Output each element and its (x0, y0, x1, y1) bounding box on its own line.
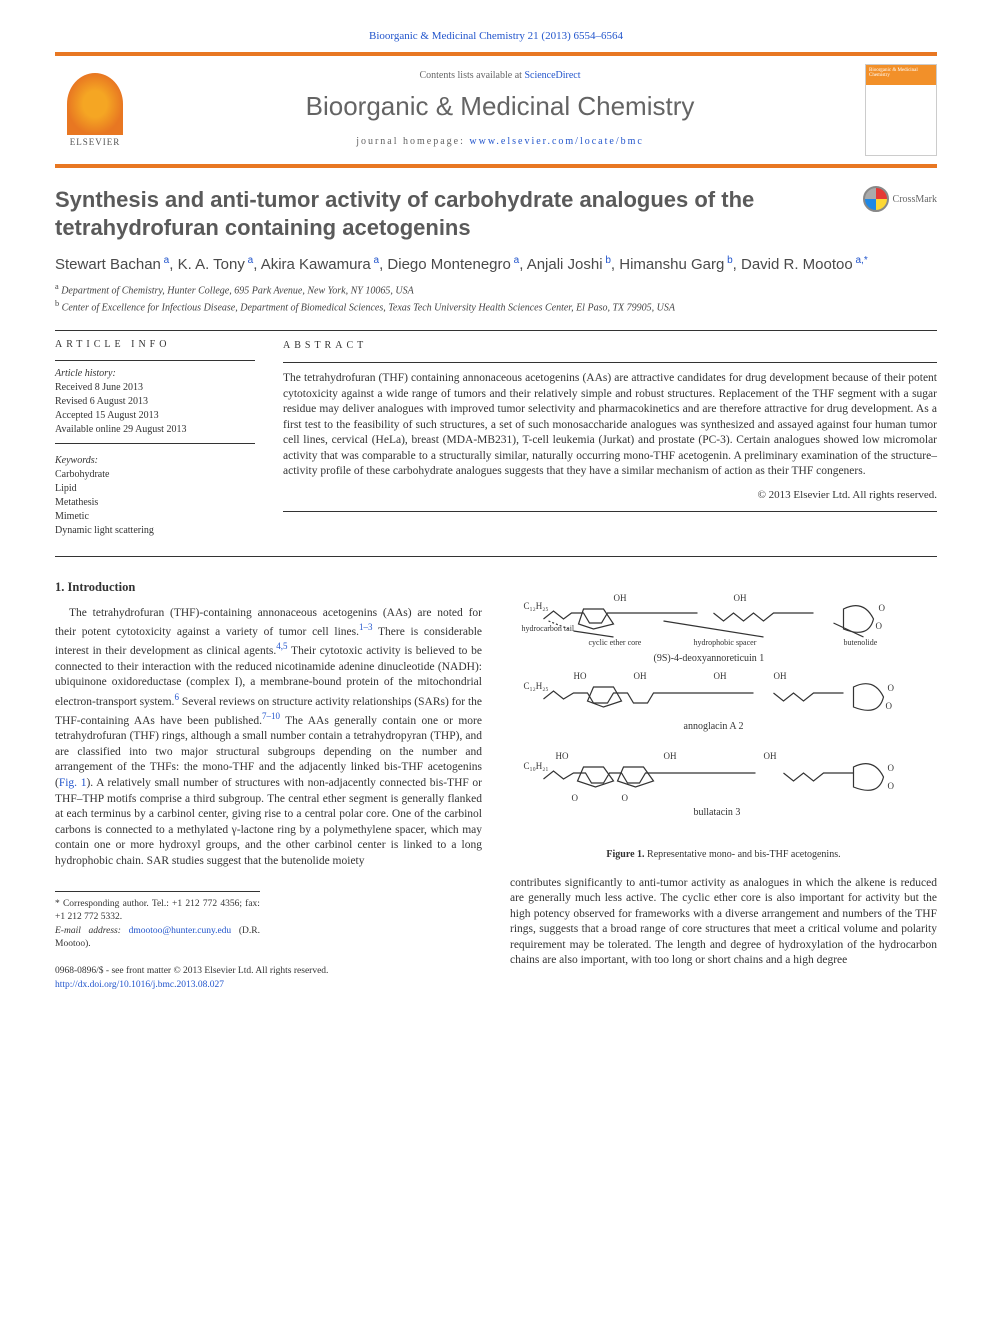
svg-text:OH: OH (774, 671, 787, 681)
contents-available: Contents lists available at ScienceDirec… (145, 70, 855, 81)
svg-text:(9S)-4-deoxyannoreticuin 1: (9S)-4-deoxyannoreticuin 1 (654, 653, 765, 664)
svg-text:OH: OH (614, 593, 627, 603)
crossmark-label: CrossMark (893, 194, 937, 205)
svg-text:O: O (622, 793, 629, 803)
history-revised: Revised 6 August 2013 (55, 395, 255, 409)
doi-block: 0968-0896/$ - see front matter © 2013 El… (55, 965, 482, 992)
keyword-4: Dynamic light scattering (55, 524, 255, 538)
article-info-label: ARTICLE INFO (55, 339, 255, 350)
keywords-block: Keywords: Carbohydrate Lipid Metathesis … (55, 454, 255, 538)
abstract-col: ABSTRACT The tetrahydrofuran (THF) conta… (283, 339, 937, 538)
journal-header: ELSEVIER Contents lists available at Sci… (55, 52, 937, 168)
keyword-1: Lipid (55, 482, 255, 496)
journal-cover-thumb: Bioorganic & Medicinal Chemistry (865, 64, 937, 156)
email-label: E-mail address: (55, 926, 121, 936)
contents-prefix: Contents lists available at (419, 70, 524, 81)
history-label: Article history: (55, 367, 255, 381)
authors: Stewart Bachan a, K. A. Tony a, Akira Ka… (55, 255, 937, 273)
journal-homepage: journal homepage: www.elsevier.com/locat… (145, 136, 855, 147)
body-col-left: 1. Introduction The tetrahydrofuran (THF… (55, 579, 482, 992)
elsevier-tree-icon (67, 73, 123, 135)
svg-text:O: O (886, 701, 893, 711)
history-accepted: Accepted 15 August 2013 (55, 409, 255, 423)
col2-continuation: contributes significantly to anti-tumor … (510, 876, 937, 969)
svg-text:O: O (888, 781, 895, 791)
svg-text:OH: OH (734, 593, 747, 603)
fig1-ref[interactable]: Fig. 1 (59, 777, 87, 789)
homepage-prefix: journal homepage: (356, 136, 469, 147)
doi-link[interactable]: http://dx.doi.org/10.1016/j.bmc.2013.08.… (55, 979, 482, 992)
homepage-link[interactable]: www.elsevier.com/locate/bmc (469, 136, 643, 147)
sciencedirect-link[interactable]: ScienceDirect (524, 70, 580, 81)
article-history: Article history: Received 8 June 2013 Re… (55, 360, 255, 444)
history-online: Available online 29 August 2013 (55, 423, 255, 437)
svg-text:O: O (876, 621, 883, 631)
elsevier-logo: ELSEVIER (55, 64, 135, 156)
journal-name: Bioorganic & Medicinal Chemistry (145, 91, 855, 122)
affiliations: a Department of Chemistry, Hunter Colleg… (55, 281, 937, 316)
top-citation: Bioorganic & Medicinal Chemistry 21 (201… (55, 30, 937, 42)
history-received: Received 8 June 2013 (55, 381, 255, 395)
svg-text:O: O (879, 603, 886, 613)
intro-seg-f: ). A relatively small number of structur… (55, 777, 482, 867)
intro-paragraph: The tetrahydrofuran (THF)-containing ann… (55, 606, 482, 870)
figure-1-caption: Figure 1. Representative mono- and bis-T… (510, 848, 937, 862)
keyword-0: Carbohydrate (55, 468, 255, 482)
abstract-label: ABSTRACT (283, 339, 937, 353)
svg-text:OH: OH (664, 751, 677, 761)
svg-text:OH: OH (714, 671, 727, 681)
footnotes: * Corresponding author. Tel.: +1 212 772… (55, 891, 260, 951)
figure-1-svg: C₁₂H₂₅ OH OH O O hydrocarbon tail cyclic… (510, 579, 937, 839)
svg-text:OH: OH (634, 671, 647, 681)
abstract-text: The tetrahydrofuran (THF) containing ann… (283, 371, 937, 480)
ref-4-5[interactable]: 4,5 (276, 641, 287, 651)
affiliation-b: Center of Excellence for Infectious Dise… (62, 303, 675, 314)
svg-text:cyclic ether core: cyclic ether core (589, 638, 642, 647)
svg-text:C₁₀H₂₁: C₁₀H₂₁ (524, 761, 549, 771)
crossmark-icon (863, 186, 889, 212)
email-link[interactable]: dmootoo@hunter.cuny.edu (129, 926, 232, 936)
corresponding-author: * Corresponding author. Tel.: +1 212 772… (55, 898, 260, 925)
svg-text:butenolide: butenolide (844, 638, 878, 647)
affiliation-a: Department of Chemistry, Hunter College,… (61, 285, 413, 296)
front-matter: 0968-0896/$ - see front matter © 2013 El… (55, 965, 482, 978)
keywords-label: Keywords: (55, 454, 255, 468)
elsevier-word: ELSEVIER (70, 137, 121, 147)
svg-text:C₁₂H₂₅: C₁₂H₂₅ (524, 681, 549, 691)
article-info-col: ARTICLE INFO Article history: Received 8… (55, 339, 255, 538)
svg-text:HO: HO (556, 751, 569, 761)
svg-text:O: O (572, 793, 579, 803)
fig1-caption-rest: Representative mono- and bis-THF acetoge… (645, 849, 841, 860)
svg-text:annoglacin A 2: annoglacin A 2 (684, 721, 744, 732)
figure-1: C₁₂H₂₅ OH OH O O hydrocarbon tail cyclic… (510, 579, 937, 862)
svg-text:HO: HO (574, 671, 587, 681)
svg-text:bullatacin 3: bullatacin 3 (694, 807, 741, 818)
keyword-3: Mimetic (55, 510, 255, 524)
svg-text:O: O (888, 683, 895, 693)
svg-text:C₁₂H₂₅: C₁₂H₂₅ (524, 601, 549, 611)
keyword-2: Metathesis (55, 496, 255, 510)
svg-text:O: O (888, 763, 895, 773)
cover-thumb-label: Bioorganic & Medicinal Chemistry (869, 68, 936, 78)
crossmark-badge[interactable]: CrossMark (863, 186, 937, 212)
article-title: Synthesis and anti-tumor activity of car… (55, 186, 853, 241)
abstract-copyright: © 2013 Elsevier Ltd. All rights reserved… (283, 488, 937, 503)
fig1-caption-bold: Figure 1. (606, 849, 644, 860)
svg-text:OH: OH (764, 751, 777, 761)
intro-heading: 1. Introduction (55, 579, 482, 596)
ref-1-3[interactable]: 1–3 (359, 622, 373, 632)
body-col-right: C₁₂H₂₅ OH OH O O hydrocarbon tail cyclic… (510, 579, 937, 992)
svg-text:hydrocarbon tail: hydrocarbon tail (522, 624, 575, 633)
ref-7-10[interactable]: 7–10 (262, 711, 280, 721)
svg-text:hydrophobic spacer: hydrophobic spacer (694, 638, 757, 647)
